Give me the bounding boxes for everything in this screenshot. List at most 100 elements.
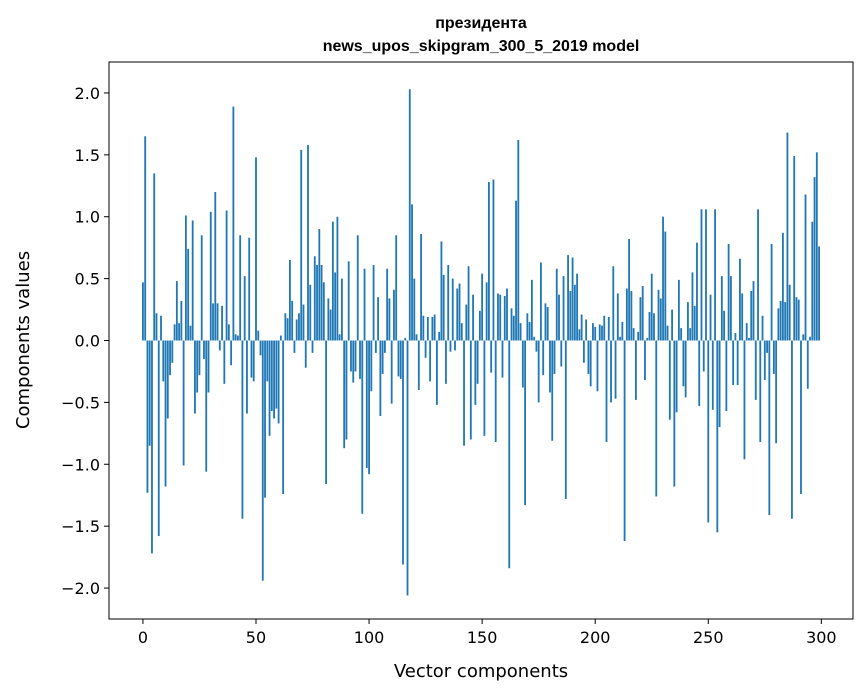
bar	[639, 297, 642, 341]
bar	[440, 241, 443, 341]
bar	[526, 313, 529, 341]
bar	[499, 294, 502, 341]
bar	[650, 273, 653, 341]
bar	[379, 340, 382, 416]
bar	[246, 340, 248, 414]
bar	[648, 312, 651, 341]
y-tick-label: −1.5	[61, 517, 100, 536]
bar	[209, 211, 212, 341]
bar	[456, 288, 459, 341]
bar	[797, 299, 800, 341]
bar	[198, 340, 201, 376]
bar	[374, 340, 377, 353]
bar	[729, 276, 732, 341]
x-axis-label: Vector components	[394, 661, 568, 682]
bar	[546, 307, 549, 341]
bar	[802, 334, 805, 341]
x-tick-label: 200	[580, 628, 611, 647]
bar	[248, 237, 251, 341]
bar	[334, 272, 337, 341]
bar	[772, 340, 775, 374]
bar	[576, 273, 579, 341]
bar	[673, 340, 676, 487]
bar	[191, 220, 194, 341]
bar	[424, 340, 427, 358]
bar	[442, 274, 445, 341]
bar	[741, 293, 744, 341]
bar	[616, 293, 619, 341]
bar	[818, 246, 820, 341]
bar	[786, 132, 789, 341]
bar	[759, 340, 762, 442]
bar	[345, 340, 348, 440]
bar	[766, 340, 768, 353]
bar-series	[142, 89, 820, 596]
bar	[322, 282, 325, 341]
bar	[569, 290, 572, 341]
bar	[621, 321, 624, 341]
bar	[365, 340, 368, 468]
bar	[438, 331, 441, 341]
bar	[687, 302, 689, 341]
bar	[327, 298, 330, 341]
bar	[160, 315, 162, 341]
bar	[675, 340, 678, 413]
bar	[510, 308, 513, 341]
bar	[318, 229, 321, 341]
bar	[623, 340, 626, 542]
bar	[472, 294, 474, 341]
bar	[582, 340, 585, 363]
bar	[806, 340, 809, 389]
bar	[352, 340, 355, 383]
bar	[684, 340, 687, 398]
y-tick-label: −1.0	[61, 455, 100, 474]
bar	[768, 340, 771, 516]
bar	[528, 321, 531, 341]
chart-title-line-2: news_upos_skipgram_300_5_2019 model	[323, 38, 640, 55]
bar	[316, 265, 318, 341]
bar	[368, 340, 370, 475]
x-tick-label: 0	[138, 628, 148, 647]
bar	[533, 336, 536, 341]
bar	[691, 272, 694, 341]
bar	[264, 340, 266, 498]
bar	[386, 268, 389, 341]
bar	[284, 313, 287, 341]
bar	[770, 243, 773, 341]
bar	[148, 340, 151, 446]
bar	[463, 340, 465, 446]
bar	[413, 278, 416, 341]
bar	[293, 340, 296, 353]
bar	[302, 304, 305, 341]
bar	[671, 309, 673, 341]
bar	[338, 334, 341, 341]
bar	[788, 284, 791, 341]
bar	[164, 340, 167, 487]
bar	[632, 328, 635, 341]
y-tick-label: 2.0	[75, 84, 100, 103]
bar	[702, 340, 705, 372]
bar	[723, 310, 726, 341]
bar	[449, 340, 452, 352]
bar	[711, 340, 714, 410]
bar	[562, 276, 565, 341]
bar	[625, 288, 628, 341]
bar	[173, 324, 176, 341]
bar	[431, 316, 434, 341]
bar	[612, 266, 615, 341]
bar	[544, 303, 547, 341]
bar	[307, 144, 309, 341]
bar	[501, 340, 504, 378]
bar	[592, 323, 594, 341]
bar	[157, 340, 160, 537]
bar	[644, 340, 646, 381]
bar	[813, 177, 816, 341]
bar	[426, 316, 429, 341]
bar	[142, 282, 144, 341]
bar	[628, 239, 631, 341]
x-tick-label: 250	[693, 628, 724, 647]
bar	[277, 340, 280, 424]
bar	[779, 300, 782, 341]
bar	[594, 326, 597, 341]
